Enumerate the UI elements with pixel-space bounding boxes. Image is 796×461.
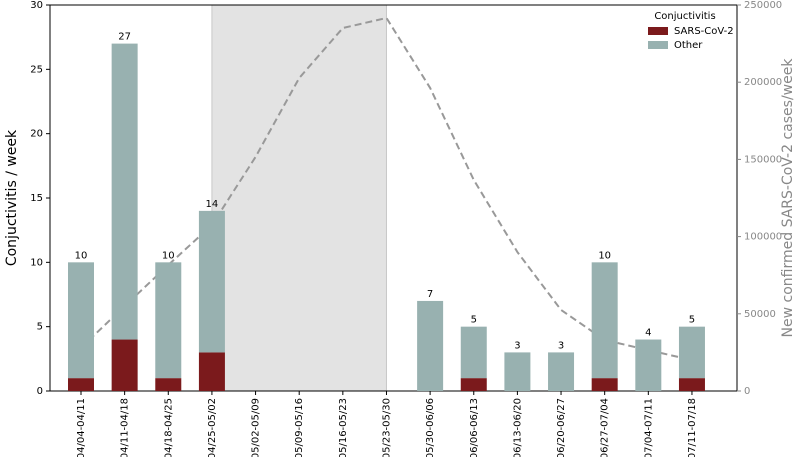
bar-segment — [591, 262, 618, 379]
bar-segment — [678, 326, 705, 379]
x-tick-label: 05/02-05/09 — [251, 398, 262, 457]
x-tick-label: 04/11-04/18 — [120, 398, 131, 457]
bar-segment — [68, 262, 94, 379]
legend-label: SARS-CoV-2 — [674, 26, 734, 37]
bar-segment — [460, 326, 487, 379]
bar-segment — [548, 352, 575, 391]
bar-segment — [155, 378, 182, 391]
x-tick-label: 07/04-07/11 — [643, 398, 654, 457]
x-tick-label: 04/04-04/11 — [76, 398, 87, 457]
x-tick-label: 04/25-05/02 — [207, 398, 218, 457]
x-tick-label: 05/16-05/23 — [338, 398, 349, 457]
x-tick-label: 05/09-05/16 — [294, 398, 305, 457]
bar-segment — [591, 378, 618, 391]
legend-title: Conjuctivitis — [654, 11, 715, 22]
y2-tick-label: 0 — [744, 386, 750, 397]
bar-segment — [68, 378, 94, 391]
y-tick-label: 25 — [30, 64, 43, 75]
bar-segment — [678, 378, 705, 391]
x-tick-label: 05/23-05/30 — [381, 398, 392, 457]
y2-tick-label: 50000 — [744, 309, 776, 320]
y2-tick-label: 250000 — [744, 0, 782, 11]
legend-label: Other — [674, 40, 703, 51]
x-tick-label: 07/11-07/18 — [687, 398, 698, 457]
total-label: 10 — [75, 250, 88, 261]
plot-frame — [49, 4, 738, 392]
x-tick-label: 05/30-06/06 — [425, 398, 436, 457]
bar-segment — [155, 262, 182, 379]
total-label: 4 — [645, 328, 651, 339]
x-tick-label: 06/06-06/13 — [469, 398, 480, 457]
y-tick-label: 10 — [30, 257, 43, 268]
shaded-region — [211, 4, 387, 392]
y2-tick-label: 200000 — [744, 77, 782, 88]
bar-segment — [198, 210, 225, 353]
y-tick-label: 5 — [37, 322, 43, 333]
total-label: 3 — [558, 340, 564, 351]
y2-tick-label: 150000 — [744, 154, 782, 165]
total-label: 5 — [689, 315, 695, 326]
y-tick-label: 0 — [37, 386, 43, 397]
x-tick-label: 06/27-07/04 — [600, 398, 611, 457]
bar-segment — [635, 339, 662, 391]
y2-tick-label: 100000 — [744, 232, 782, 243]
x-tick-label: 04/18-04/25 — [163, 398, 174, 457]
total-label: 10 — [162, 250, 175, 261]
x-tick-label: 06/13-06/20 — [512, 398, 523, 457]
line-series — [80, 16, 693, 362]
bar-segment — [417, 300, 444, 391]
total-label: 5 — [471, 315, 477, 326]
bar-segment — [504, 352, 531, 391]
legend-swatch — [648, 27, 668, 35]
bar-segment — [460, 378, 487, 391]
total-label: 27 — [118, 32, 131, 43]
y-tick-label: 15 — [30, 193, 43, 204]
total-label: 3 — [514, 340, 520, 351]
y-axis-label: Conjuctivitis / week — [4, 129, 20, 266]
y-tick-label: 30 — [30, 0, 43, 11]
y2-axis-label: New confirmed SARS-CoV-2 cases/week — [780, 58, 796, 338]
total-label: 14 — [206, 199, 219, 210]
bar-segment — [111, 339, 138, 391]
total-label: 10 — [598, 250, 611, 261]
total-label: 7 — [427, 289, 433, 300]
bar-segment — [198, 352, 225, 391]
y-tick-label: 20 — [30, 129, 43, 140]
legend-swatch — [648, 41, 668, 49]
x-tick-label: 06/20-06/27 — [556, 398, 567, 457]
bar-segment — [111, 43, 138, 340]
